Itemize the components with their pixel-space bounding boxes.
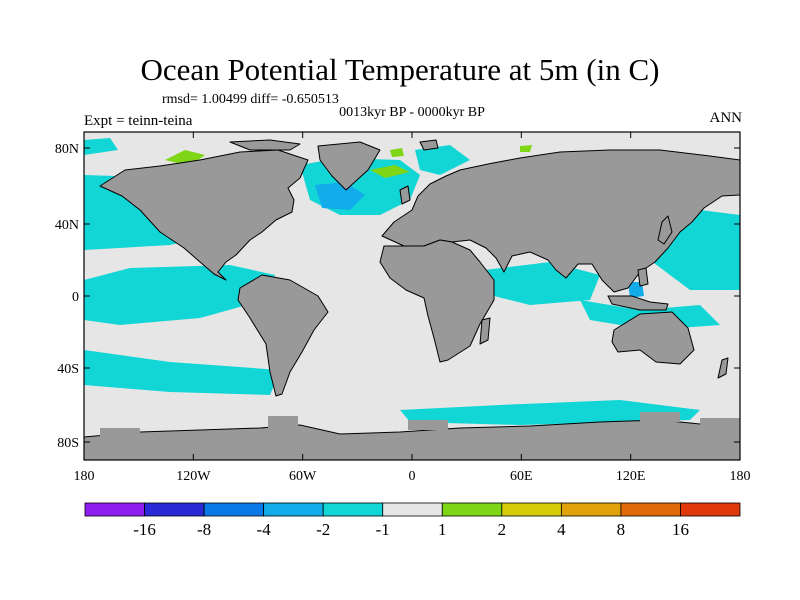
colorbar-swatch — [144, 502, 205, 517]
philippines-landmass — [637, 267, 649, 287]
colorbar-swatch — [263, 502, 324, 517]
colorbar-swatch — [560, 502, 622, 517]
svalbard-landmass — [419, 139, 439, 151]
lon-tick-label: 0 — [409, 469, 416, 484]
south-america-landmass — [237, 274, 329, 397]
colorbar-label: -16 — [133, 520, 156, 539]
madagascar-landmass — [479, 317, 491, 345]
colorbar-label: 1 — [438, 520, 447, 539]
map-canvas — [84, 132, 740, 460]
lon-tick-label: 60W — [289, 469, 317, 484]
africa-landmass — [379, 239, 495, 363]
antarctica-landmass — [84, 419, 740, 460]
colorbar-swatch — [382, 502, 443, 517]
lat-tick-label: 40S — [57, 362, 79, 377]
colorbar: -16 -8 -4 -2 -1 1 2 4 8 16 — [84, 502, 741, 539]
lat-tick-label: 0 — [72, 290, 79, 305]
britain-landmass — [399, 185, 411, 205]
colorbar-swatch — [441, 502, 503, 517]
colorbar-label: 8 — [617, 520, 626, 539]
lon-tick-label: 180 — [74, 469, 95, 484]
lat-tick-label: 80S — [57, 436, 79, 451]
greenland-landmass — [317, 141, 381, 191]
australia-landmass — [611, 311, 695, 365]
lon-tick-label: 120W — [176, 469, 211, 484]
period-label: 0013kyr BP - 0000kyr BP — [339, 105, 485, 120]
colorbar-swatch — [84, 502, 145, 517]
eurasia-landmass — [381, 149, 740, 293]
lon-tick-label: 60E — [510, 469, 533, 484]
axis-ticks: 180 120W 60W 0 60E 120E 180 80N 40N 0 40S 80S — [55, 132, 751, 484]
lon-tick-label: 180 — [730, 469, 751, 484]
colorbar-label: 16 — [672, 520, 689, 539]
lat-tick-label: 80N — [55, 142, 79, 157]
colorbar-swatch — [501, 502, 562, 517]
colorbar-label: -4 — [257, 520, 272, 539]
experiment-label: Expt = teinn-teina — [84, 113, 193, 129]
antarctic-coast-blocks — [100, 412, 740, 438]
colorbar-label: -8 — [197, 520, 211, 539]
colorbar-swatch — [620, 502, 681, 517]
arctic-islands-landmass — [229, 139, 301, 151]
colorbar-swatch — [203, 502, 265, 517]
colorbar-label: 4 — [557, 520, 566, 539]
colorbar-swatch — [322, 502, 384, 517]
stats-label: rmsd= 1.00499 diff= -0.650513 — [162, 92, 339, 107]
lat-tick-label: 40N — [55, 218, 79, 233]
colorbar-swatch — [680, 502, 741, 517]
plot-title: Ocean Potential Temperature at 5m (in C) — [140, 52, 660, 87]
north-america-landmass — [99, 149, 309, 281]
season-label: ANN — [709, 110, 743, 126]
colorbar-label: -2 — [316, 520, 330, 539]
indonesia-landmass — [607, 295, 669, 311]
colorbar-label: -1 — [376, 520, 390, 539]
land-masses — [84, 139, 740, 460]
new-zealand-landmass — [717, 357, 729, 379]
colorbar-label: 2 — [498, 520, 507, 539]
japan-landmass — [657, 215, 673, 245]
lon-tick-label: 120E — [616, 469, 646, 484]
